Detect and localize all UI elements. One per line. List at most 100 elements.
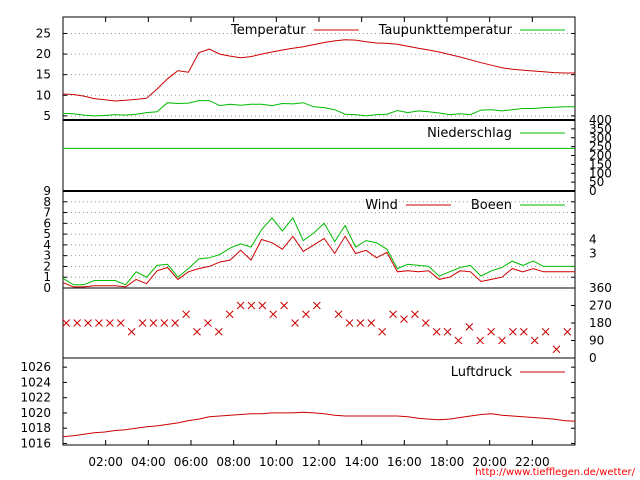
wind-direction-marker	[280, 301, 288, 310]
wind-direction-marker	[171, 319, 180, 327]
wind-direction-marker	[541, 327, 550, 336]
x-tick-label: 06:00	[174, 455, 209, 469]
wind-direction-marker	[465, 323, 474, 331]
x-tick-label: 22:00	[515, 455, 550, 469]
series-line-wind	[62, 235, 575, 288]
wind-direction-marker	[127, 327, 136, 336]
precipitation-tick-label: 400	[589, 113, 612, 127]
wind_direction-tick-label: 0	[589, 351, 597, 365]
wind-direction-marker	[443, 327, 452, 336]
x-tick-label: 18:00	[430, 455, 465, 469]
temperature-tick-label: 25	[36, 26, 51, 40]
wind-direction-marker	[193, 327, 201, 336]
wind-direction-marker	[530, 336, 539, 345]
wind-direction-marker	[84, 319, 92, 327]
wind-direction-marker	[552, 345, 561, 354]
wind-direction-marker	[356, 319, 365, 327]
wind_direction-tick-label: 270	[589, 299, 612, 313]
wind-direction-marker	[258, 301, 267, 310]
temperature-tick-label: 15	[36, 68, 51, 82]
x-tick-label: 02:00	[88, 455, 123, 469]
wind_direction-tick-label: 360	[589, 281, 612, 295]
x-tick-label: 08:00	[216, 455, 251, 469]
legend-label-temperatur: Temperatur	[230, 23, 306, 38]
wind_direction-tick-label: 180	[589, 316, 612, 330]
wind-direction-marker	[138, 319, 147, 327]
wind-direction-marker	[116, 319, 125, 327]
wind-direction-marker	[498, 336, 506, 345]
wind_direction-frame	[62, 287, 576, 359]
legend-label-boeen: Boeen	[471, 198, 512, 213]
wind-direction-marker	[563, 327, 572, 336]
wind-direction-marker	[62, 319, 71, 327]
wind_direction-tick-label: 90	[589, 334, 604, 348]
wind-tick-label: 1	[43, 270, 51, 284]
precipitation-tick-label: 300	[589, 131, 612, 145]
time-axis: 02:00 04:00 06:00 08:00 10:00 12:00 14:00 16:00…	[88, 17, 550, 469]
series-line-temperatur	[62, 39, 575, 102]
wind-direction-marker	[105, 319, 114, 327]
wind_direction-panel: 0 90 180 270 360	[62, 281, 612, 365]
precipitation-tick-label: 0	[589, 184, 597, 198]
temperature-panel: 5 10 15 20 25 Taupunkttemperatur Temperatur	[36, 16, 576, 123]
precipitation-tick-label: 250	[589, 140, 612, 154]
wind-direction-marker	[378, 327, 387, 336]
pressure-tick-label: 1026	[20, 360, 51, 374]
legend-label-niederschlag: Niederschlag	[427, 126, 512, 141]
x-tick-label: 04:00	[131, 455, 166, 469]
series-line-boeen	[62, 216, 575, 286]
precipitation-tick-label: 150	[589, 157, 612, 171]
wind-right-tick-label: 3	[589, 247, 597, 261]
wind-tick-label: 6	[43, 216, 51, 230]
wind-direction-marker	[476, 336, 485, 345]
legend-label-luftdruck: Luftdruck	[451, 365, 513, 380]
legend-label-taupunkttemperatur: Taupunkttemperatur	[378, 23, 513, 38]
wind-direction-marker	[204, 319, 212, 327]
wind-tick-label: 5	[43, 227, 51, 241]
wind-direction-marker	[345, 319, 354, 327]
wind-direction-marker	[389, 310, 397, 319]
wind-direction-marker	[214, 327, 223, 336]
x-tick-label: 14:00	[344, 455, 379, 469]
wind-direction-marker	[400, 315, 408, 323]
wind-tick-label: 8	[43, 195, 51, 209]
legend-label-wind: Wind	[365, 198, 398, 213]
precipitation-tick-label: 50	[589, 175, 604, 189]
wind-direction-marker	[149, 319, 158, 327]
wind-direction-marker	[454, 336, 463, 345]
precipitation-tick-label: 100	[589, 166, 612, 180]
wind-tick-label: 9	[43, 184, 51, 198]
wind-direction-marker	[73, 319, 82, 327]
wind-direction-marker	[225, 310, 234, 319]
wind-direction-marker	[95, 319, 103, 327]
wind-tick-label: 2	[43, 259, 51, 273]
precipitation-tick-label: 200	[589, 149, 612, 163]
x-tick-label: 10:00	[259, 455, 294, 469]
wind-direction-marker	[160, 319, 169, 327]
wind-right-tick-label: 4	[589, 233, 597, 247]
wind-direction-marker	[291, 319, 299, 327]
wind-direction-marker	[302, 310, 310, 319]
pressure-tick-label: 1016	[20, 436, 51, 450]
wind-direction-marker	[236, 301, 245, 310]
wind-tick-label: 3	[43, 249, 51, 263]
wind-direction-marker	[411, 310, 419, 319]
source-url[interactable]: http://www.tiefflegen.de/wetter/	[475, 467, 635, 478]
temperature-tick-label: 5	[43, 109, 51, 123]
series-line-taupunkttemperatur	[62, 100, 575, 117]
pressure-tick-label: 1022	[20, 391, 51, 405]
x-tick-label: 16:00	[387, 455, 422, 469]
pressure-tick-label: 1024	[20, 375, 51, 389]
pressure-tick-label: 1018	[20, 421, 51, 435]
wind-direction-marker	[334, 310, 343, 319]
wind-tick-label: 4	[43, 238, 51, 252]
wind-direction-marker	[519, 327, 528, 336]
wind-direction-marker	[269, 310, 278, 319]
wind-direction-marker	[182, 310, 190, 319]
temperature-tick-label: 10	[36, 88, 51, 102]
